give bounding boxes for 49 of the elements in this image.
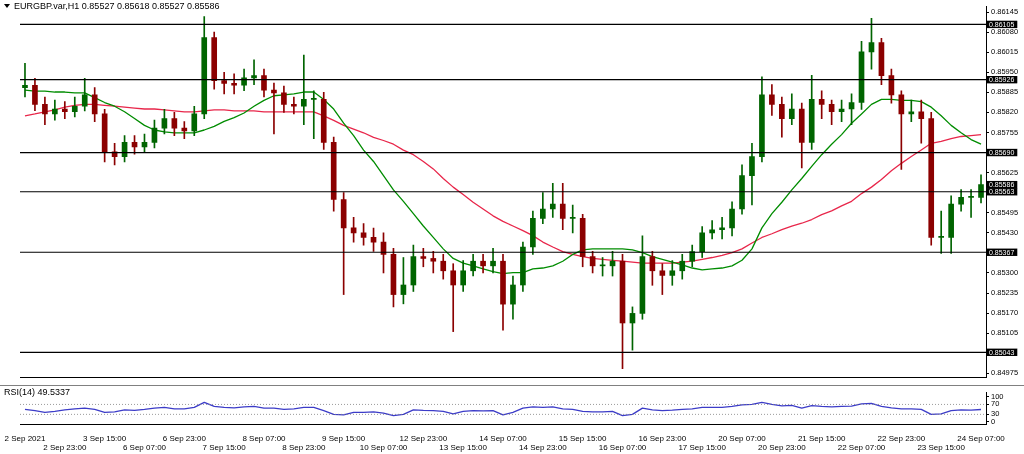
x-tick-label: 17 Sep 15:00	[678, 443, 727, 453]
candlestick	[301, 54, 307, 126]
candlestick	[181, 121, 188, 139]
x-tick-label: 6 Sep 07:00	[122, 443, 167, 453]
candlestick	[918, 99, 925, 144]
candlestick	[908, 99, 915, 122]
candlestick	[231, 73, 237, 95]
x-tick-label: 16 Sep 23:00	[638, 433, 687, 443]
x-tick-label: 16 Sep 07:00	[598, 443, 647, 453]
candlestick	[709, 220, 715, 240]
candlestick	[22, 62, 28, 98]
candlestick	[271, 82, 277, 135]
chart-title: EURGBP.var,H1 0.85527 0.85618 0.85527 0.85586	[14, 1, 220, 11]
candlestick	[251, 59, 257, 85]
x-tick-label: 23 Sep 15:00	[917, 443, 966, 453]
x-tick-label: 22 Sep 23:00	[877, 433, 926, 443]
x-tick-label: 24 Sep 07:00	[957, 433, 1006, 443]
candlestick	[938, 210, 945, 254]
candlestick	[221, 71, 227, 95]
x-tick-label: 21 Sep 15:00	[797, 433, 847, 443]
x-tick-label: 9 Sep 15:00	[322, 433, 366, 443]
candlestick	[310, 90, 317, 139]
candlestick	[61, 101, 68, 119]
x-tick-label: 6 Sep 23:00	[162, 433, 207, 443]
x-tick-label: 2 Sep 23:00	[43, 443, 87, 453]
candlestick	[549, 183, 556, 218]
x-tick-label: 13 Sep 15:00	[439, 443, 488, 453]
candlestick	[450, 263, 457, 332]
candlestick	[669, 260, 676, 286]
x-tick-label: 15 Sep 15:00	[558, 433, 608, 443]
candlestick	[968, 189, 974, 218]
x-tick-label: 8 Sep 07:00	[242, 433, 287, 443]
x-tick-label: 22 Sep 07:00	[837, 443, 886, 453]
x-tick-label: 10 Sep 07:00	[359, 443, 408, 453]
candlestick	[430, 251, 437, 274]
chart-title: RSI(14) 49.5337	[4, 387, 71, 397]
x-tick-label: 7 Sep 15:00	[202, 443, 247, 453]
x-tick-label: 3 Sep 15:00	[83, 433, 127, 443]
candlestick	[490, 247, 496, 274]
candlestick	[291, 96, 297, 115]
x-tick-label: 12 Sep 23:00	[399, 433, 448, 443]
x-tick-label: 20 Sep 23:00	[758, 443, 807, 453]
x-tick-label: 2 Sep 2021	[4, 433, 46, 443]
x-tick-label: 14 Sep 23:00	[519, 443, 568, 453]
x-tick-label: 20 Sep 07:00	[718, 433, 767, 443]
candlestick	[818, 90, 825, 119]
x-tick-label: 14 Sep 07:00	[479, 433, 528, 443]
candlestick	[569, 204, 576, 234]
x-tick-label: 8 Sep 23:00	[282, 443, 326, 453]
